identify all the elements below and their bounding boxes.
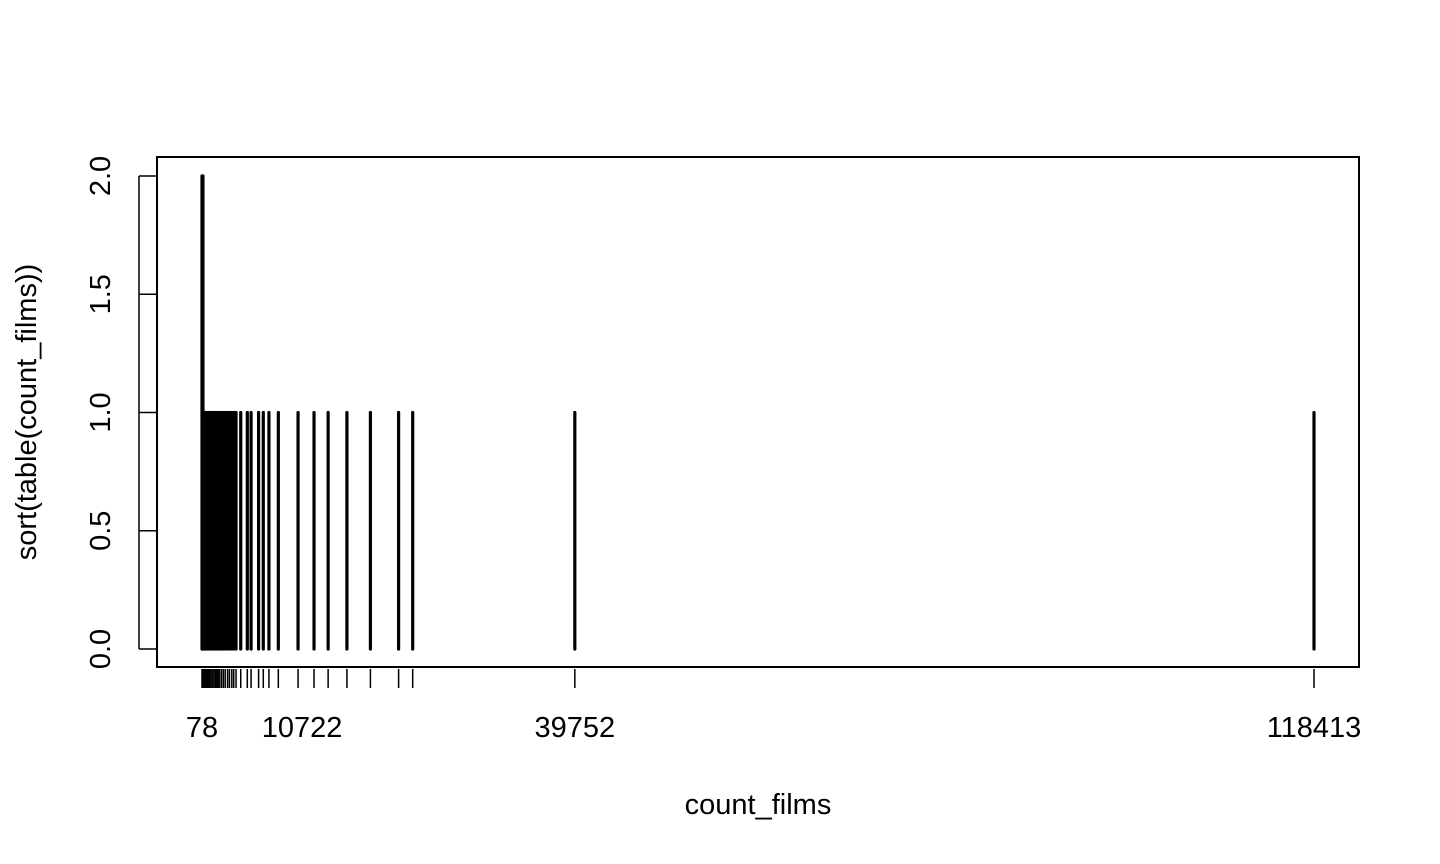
x-tick-label: 78 bbox=[186, 712, 218, 744]
x-tick-label: 10722 bbox=[262, 712, 343, 744]
bars-layer bbox=[200, 174, 1316, 651]
y-tick-label: 0.5 bbox=[85, 511, 117, 551]
y-axis: 0.0 0.5 1.0 1.5 2.0 bbox=[85, 156, 157, 669]
x-axis-title: count_films bbox=[685, 789, 832, 821]
y-tick-label: 1.0 bbox=[85, 392, 117, 432]
x-tick-label: 39752 bbox=[534, 712, 615, 744]
x-tick-label: 118413 bbox=[1267, 712, 1362, 744]
y-tick-label: 1.5 bbox=[85, 274, 117, 314]
y-tick-label: 0.0 bbox=[85, 629, 117, 669]
y-axis-title: sort(table(count_films)) bbox=[11, 264, 43, 561]
x-axis: 78 10722 39752 118413 bbox=[186, 669, 1361, 744]
y-tick-label: 2.0 bbox=[85, 156, 117, 196]
